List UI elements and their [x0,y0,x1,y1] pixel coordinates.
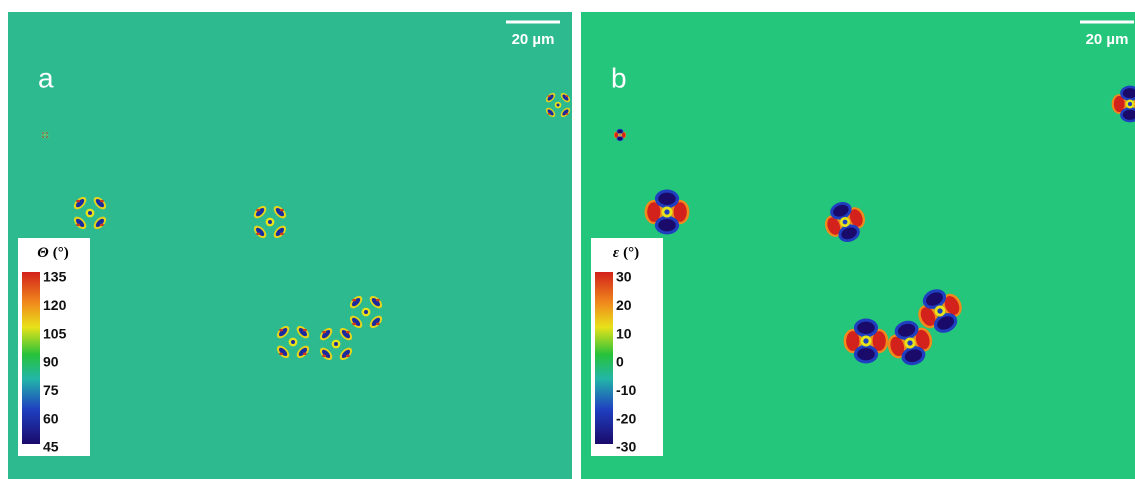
lobe [618,137,623,140]
lobe [279,353,283,355]
lobe [565,113,568,115]
lobe [565,95,568,97]
core [664,209,669,214]
lobe [280,233,284,235]
lobe [376,299,380,301]
lobe [857,348,875,360]
colorbar-tick-label: 10 [616,325,632,341]
colorbar-tick-label: 45 [43,439,59,455]
lobe [100,200,104,202]
lobe [322,331,326,333]
page: {"panels": [ {"label": "a", "scale_bar":… [0,0,1135,479]
lobe [346,331,350,333]
core [557,104,560,107]
colorbar [22,272,40,444]
lobe [346,355,350,357]
lobe [376,323,380,325]
core [291,340,295,344]
lobe [548,95,551,97]
colorbar-tick-label: 90 [43,354,59,370]
lobe [303,353,307,355]
colorbar-symbol: Θ [37,245,49,261]
colorbar-tick-label: 120 [43,297,67,313]
colorbar-title: ε(°) [613,245,639,261]
lobe [548,113,551,115]
core [1128,102,1132,106]
panel-a-image [8,12,572,479]
core [619,134,620,135]
colorbar-tick-label: 105 [43,325,67,341]
colorbar-unit: (°) [623,245,639,261]
lobe [256,209,260,211]
colorbar-tick-label: 30 [616,269,632,285]
colorbar [595,272,613,444]
lobe [256,233,260,235]
colorbar-tick-label: 0 [616,354,624,370]
panel-label: b [611,62,627,93]
colorbar-tick-label: 20 [616,297,632,313]
lobe [100,224,104,226]
lobe [352,299,356,301]
core [334,342,338,346]
lobe [76,224,80,226]
lobe [352,323,356,325]
colorbar-unit: (°) [53,245,69,261]
colorbar-symbol: ε [613,245,620,261]
lobe [279,329,283,331]
colorbar-title: Θ(°) [37,245,68,261]
core [268,220,272,224]
lobe [658,219,676,231]
figure: a20 µmΘ(°)13512010590756045b20 µmε(°)302… [0,0,1135,479]
core [45,135,46,136]
core [88,211,92,215]
colorbar-tick-label: -30 [616,439,636,455]
scale-bar-label: 20 µm [512,31,555,48]
colorbar-tick-label: -10 [616,382,636,398]
lobe [322,355,326,357]
panel-b-image [581,12,1135,479]
scale-bar-label: 20 µm [1086,31,1129,48]
colorbar-tick-label: -20 [616,410,636,426]
lobe [303,329,307,331]
panel-label: a [38,62,54,93]
lobe [280,209,284,211]
lobe [658,193,676,205]
colorbar-tick-label: 60 [43,410,59,426]
lobe [857,322,875,334]
core [364,310,368,314]
core [863,338,868,343]
lobe [76,200,80,202]
lobe [618,130,623,133]
colorbar-tick-label: 135 [43,269,67,285]
colorbar-tick-label: 75 [43,382,59,398]
